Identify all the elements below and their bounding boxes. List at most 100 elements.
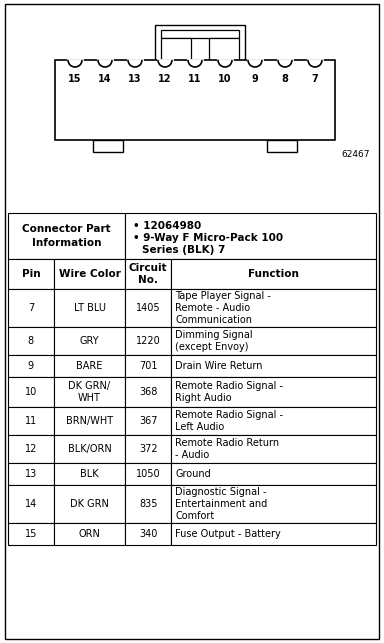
Bar bbox=[126, 94, 132, 106]
Text: 11: 11 bbox=[25, 416, 37, 426]
Bar bbox=[161, 30, 239, 38]
Bar bbox=[126, 485, 171, 523]
Text: 1405: 1405 bbox=[136, 303, 161, 313]
Text: 1050: 1050 bbox=[136, 469, 161, 479]
Bar bbox=[54, 463, 126, 485]
Bar bbox=[54, 523, 126, 545]
Bar bbox=[171, 259, 376, 289]
Bar bbox=[155, 25, 245, 62]
Bar bbox=[171, 355, 376, 377]
Bar bbox=[171, 327, 376, 355]
Bar bbox=[161, 38, 191, 62]
Bar bbox=[273, 68, 297, 90]
Text: 11: 11 bbox=[188, 74, 202, 84]
Text: ORN: ORN bbox=[79, 529, 101, 539]
Bar bbox=[156, 94, 163, 106]
Text: 10: 10 bbox=[218, 74, 232, 84]
Bar bbox=[171, 377, 376, 407]
Text: Tape Player Signal -
Remote - Audio
Communication: Tape Player Signal - Remote - Audio Comm… bbox=[175, 291, 271, 325]
Bar bbox=[66, 94, 73, 106]
Text: Connector Part
Information: Connector Part Information bbox=[22, 224, 111, 248]
Bar bbox=[54, 259, 126, 289]
Bar bbox=[186, 94, 193, 106]
Text: Remote Radio Return
- Audio: Remote Radio Return - Audio bbox=[175, 438, 279, 460]
Text: 10: 10 bbox=[25, 387, 37, 397]
Bar bbox=[54, 355, 126, 377]
Bar bbox=[123, 68, 147, 90]
Text: Wire Color: Wire Color bbox=[59, 269, 121, 279]
Bar bbox=[276, 94, 283, 106]
Bar bbox=[209, 38, 239, 62]
Text: Dimming Signal
(except Envoy): Dimming Signal (except Envoy) bbox=[175, 330, 253, 352]
Bar bbox=[107, 94, 113, 106]
Text: 372: 372 bbox=[139, 444, 157, 454]
Bar bbox=[54, 407, 126, 435]
Bar bbox=[167, 94, 174, 106]
Bar bbox=[8, 355, 54, 377]
Bar bbox=[8, 377, 54, 407]
Text: 13: 13 bbox=[25, 469, 37, 479]
Bar bbox=[126, 377, 171, 407]
Bar bbox=[126, 259, 171, 289]
Text: 15: 15 bbox=[25, 529, 37, 539]
Text: Circuit
No.: Circuit No. bbox=[129, 263, 167, 285]
Text: 14: 14 bbox=[98, 74, 112, 84]
Text: 368: 368 bbox=[139, 387, 157, 397]
Text: 12: 12 bbox=[25, 444, 37, 454]
Text: Remote Radio Signal -
Left Audio: Remote Radio Signal - Left Audio bbox=[175, 410, 283, 432]
Text: 62467: 62467 bbox=[341, 150, 370, 159]
Bar bbox=[8, 327, 54, 355]
Text: Function: Function bbox=[248, 269, 299, 279]
Bar bbox=[96, 94, 103, 106]
Bar bbox=[8, 407, 54, 435]
Text: BLK/ORN: BLK/ORN bbox=[68, 444, 111, 454]
Text: 340: 340 bbox=[139, 529, 157, 539]
Bar bbox=[126, 289, 171, 327]
Bar bbox=[153, 68, 177, 90]
Bar bbox=[197, 94, 204, 106]
Bar bbox=[8, 289, 54, 327]
Bar bbox=[126, 355, 171, 377]
Bar bbox=[171, 523, 376, 545]
Text: Diagnostic Signal -
Entertainment and
Comfort: Diagnostic Signal - Entertainment and Co… bbox=[175, 487, 267, 521]
Bar bbox=[306, 94, 313, 106]
Bar bbox=[54, 435, 126, 463]
Text: Fuse Output - Battery: Fuse Output - Battery bbox=[175, 529, 281, 539]
Bar bbox=[55, 60, 335, 140]
Bar bbox=[93, 140, 123, 152]
Bar bbox=[126, 463, 171, 485]
Bar bbox=[8, 213, 126, 259]
Text: 8: 8 bbox=[281, 74, 288, 84]
Bar bbox=[216, 94, 223, 106]
Bar bbox=[137, 94, 143, 106]
Bar bbox=[303, 68, 327, 90]
Text: BRN/WHT: BRN/WHT bbox=[66, 416, 113, 426]
Bar bbox=[54, 289, 126, 327]
Bar bbox=[54, 485, 126, 523]
Text: • 12064980: • 12064980 bbox=[133, 221, 202, 231]
Text: Ground: Ground bbox=[175, 469, 211, 479]
Bar bbox=[287, 94, 293, 106]
Text: 7: 7 bbox=[28, 303, 34, 313]
Text: 9: 9 bbox=[252, 74, 258, 84]
Text: 701: 701 bbox=[139, 361, 157, 371]
Bar bbox=[227, 94, 233, 106]
Text: Pin: Pin bbox=[22, 269, 40, 279]
Bar bbox=[54, 327, 126, 355]
Bar bbox=[126, 213, 376, 259]
Bar bbox=[8, 523, 54, 545]
Bar bbox=[63, 68, 87, 90]
Text: 7: 7 bbox=[312, 74, 318, 84]
Text: 13: 13 bbox=[128, 74, 142, 84]
Text: 8: 8 bbox=[28, 336, 34, 346]
Bar bbox=[93, 68, 117, 90]
Bar bbox=[171, 435, 376, 463]
Text: 9: 9 bbox=[28, 361, 34, 371]
Bar bbox=[8, 485, 54, 523]
Text: 367: 367 bbox=[139, 416, 157, 426]
Text: Drain Wire Return: Drain Wire Return bbox=[175, 361, 263, 371]
Bar bbox=[246, 94, 253, 106]
Text: 14: 14 bbox=[25, 499, 37, 509]
Text: Remote Radio Signal -
Right Audio: Remote Radio Signal - Right Audio bbox=[175, 381, 283, 403]
Bar bbox=[317, 94, 323, 106]
